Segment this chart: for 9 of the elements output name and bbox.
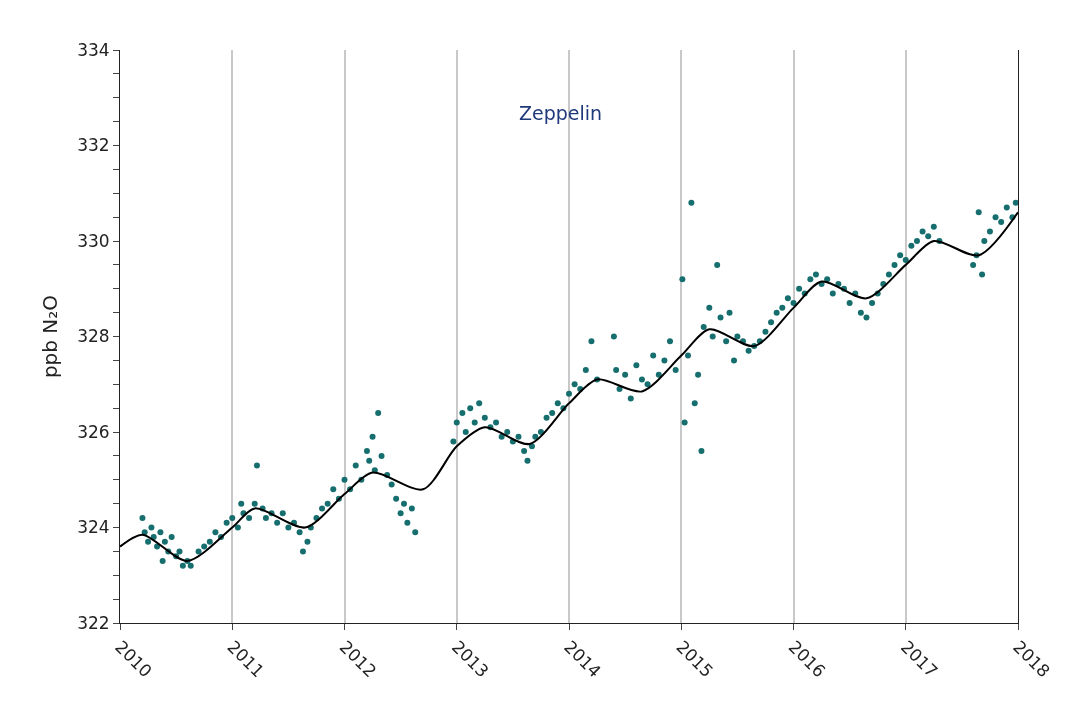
y-tick-label: 330 <box>77 230 110 251</box>
y-axis-title: ppb N₂O <box>37 294 62 379</box>
y-tick-label: 326 <box>77 421 110 442</box>
y-tick-label: 328 <box>77 326 110 347</box>
y-tick-label: 322 <box>77 612 110 633</box>
annotation: Zeppelin <box>519 102 603 124</box>
y-tick-label: 324 <box>77 517 110 538</box>
y-tick-label: 332 <box>77 135 110 156</box>
y-tick-label: 334 <box>77 39 110 60</box>
